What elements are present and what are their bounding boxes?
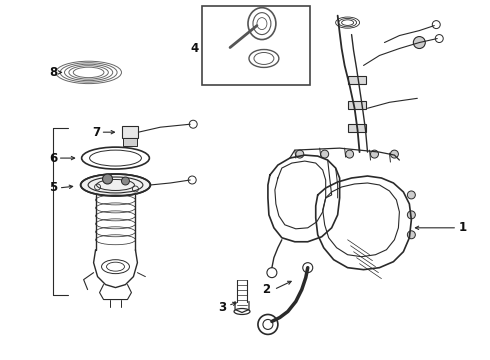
- Bar: [202, 6, 310, 85]
- Text: 5: 5: [49, 181, 57, 194]
- Circle shape: [296, 150, 304, 158]
- Text: 6: 6: [49, 152, 57, 165]
- Bar: [123, 138, 137, 146]
- Bar: [347, 76, 366, 84]
- Ellipse shape: [81, 174, 150, 196]
- Circle shape: [345, 150, 354, 158]
- Circle shape: [321, 150, 329, 158]
- Text: 3: 3: [218, 301, 226, 314]
- Circle shape: [102, 174, 113, 184]
- Bar: [122, 126, 138, 138]
- Text: 8: 8: [49, 66, 57, 79]
- Circle shape: [391, 150, 398, 158]
- Circle shape: [370, 150, 378, 158]
- Bar: [347, 101, 366, 109]
- Text: 4: 4: [190, 42, 198, 55]
- Circle shape: [407, 231, 416, 239]
- Text: 2: 2: [262, 283, 270, 296]
- Circle shape: [407, 211, 416, 219]
- Circle shape: [122, 177, 129, 185]
- Bar: [347, 124, 366, 132]
- Text: 7: 7: [93, 126, 101, 139]
- Text: 1: 1: [459, 221, 467, 234]
- Circle shape: [414, 37, 425, 49]
- Circle shape: [407, 191, 416, 199]
